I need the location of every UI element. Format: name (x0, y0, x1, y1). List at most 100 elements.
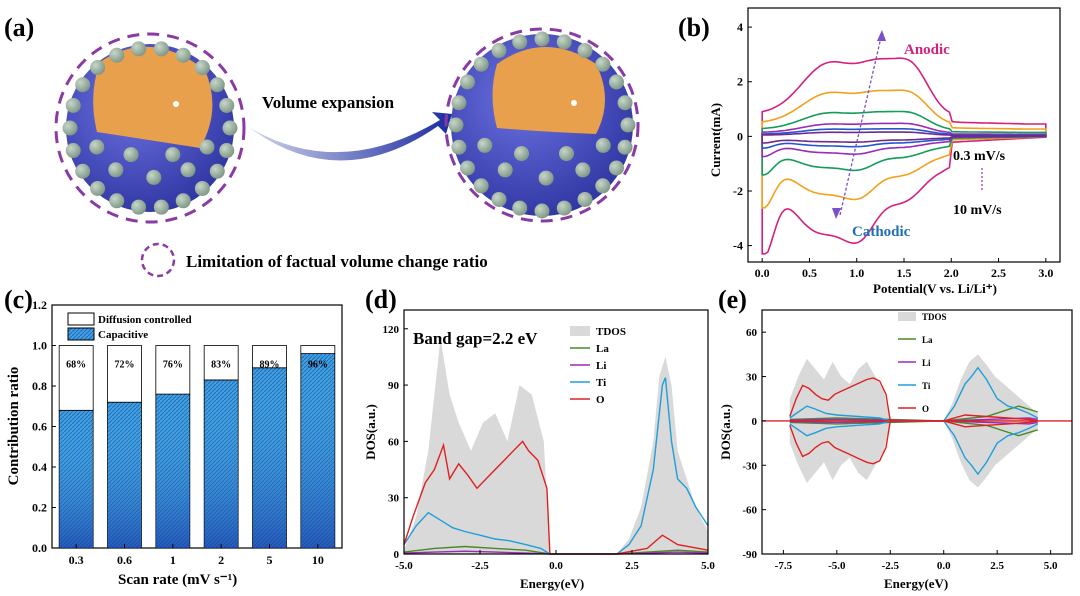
x-tick-label: 10 (312, 553, 324, 567)
shell-dot (108, 162, 124, 178)
plot-e-xlabel: Energy(eV) (884, 576, 948, 591)
capacitive-bar-shade (107, 402, 142, 548)
plot-e-curves (762, 354, 1072, 488)
sphere-after (444, 27, 640, 223)
shell-dot (559, 146, 575, 162)
legend-diffusion-text: Diffusion controlled (98, 314, 192, 326)
shell-dot (473, 178, 489, 194)
shell-dot (65, 97, 81, 113)
y-tick-label: 1.0 (32, 339, 47, 353)
plot-d-title: Band gap=2.2 eV (413, 329, 538, 348)
x-tick-label: 2.5 (625, 560, 639, 572)
tdos-area-down (789, 420, 1038, 488)
capacitive-bar-shade (204, 379, 239, 548)
x-tick-label: -2.5 (471, 560, 489, 572)
plot-b-ylabel: Current(mA) (708, 103, 723, 177)
x-tick-label: 2.5 (991, 266, 1006, 280)
x-tick-label: -2.5 (882, 560, 900, 572)
shell-dot (512, 200, 528, 216)
x-tick-label: 2.5 (990, 560, 1004, 572)
x-tick-label: 2 (218, 553, 224, 567)
shell-dot (90, 60, 106, 76)
x-tick-label: -7.5 (775, 560, 793, 572)
plot-e-frame (761, 309, 1073, 555)
percent-label: 76% (163, 360, 183, 371)
shell-dot (577, 43, 593, 59)
x-tick-label: 1 (170, 553, 176, 567)
shell-dot (595, 137, 611, 153)
shell-dot (538, 170, 554, 186)
shell-dot (219, 97, 235, 113)
plot-e-axes: -7.5 -5.0 -2.5 0.0 2.5 5.0 -90 -60 -30 0 30 60 (742, 327, 1058, 572)
sphere-before (54, 32, 246, 224)
plot-c-frame (51, 304, 343, 549)
shell-dot (608, 160, 624, 176)
y-tick-label: 30 (746, 372, 758, 384)
shell-dot (75, 163, 91, 179)
percent-label: 68% (66, 360, 86, 371)
panel-c: (c) 0.0 0.2 0.4 0.6 0.8 1.0 1.2 68% 0.3 72% 0.6 76… (4, 285, 343, 588)
dos-line-ti-down (789, 420, 1039, 476)
y-tick-label: 0.2 (32, 501, 47, 515)
plot-d-xlabel: Energy(eV) (520, 576, 584, 591)
rate-high-label: 10 mV/s (953, 203, 1002, 218)
legend-label: O (922, 404, 929, 414)
plot-c-axes: 0.0 0.2 0.4 0.6 0.8 1.0 1.2 (32, 298, 56, 555)
legend-swatch-tdos (570, 326, 590, 336)
core-center-left (173, 101, 179, 107)
shell-dot (219, 143, 235, 159)
shell-dot (577, 191, 593, 207)
diffusion-bar (58, 345, 94, 411)
shell-dot (175, 47, 191, 63)
panel-e: (e) -7.5 -5.0 -2.5 0.0 2.5 5.0-90-60-3003060 … (718, 285, 1073, 591)
expansion-arrow: Volume expansion (250, 93, 452, 161)
legend-label: TDOS (922, 312, 947, 322)
x-tick-label: 2.0 (944, 266, 959, 280)
legend-capacitive-text: Capacitive (98, 329, 148, 341)
cv-curve (761, 131, 1047, 144)
shell-dot (575, 162, 591, 178)
y-tick-label: 0 (752, 416, 758, 428)
plot-d-legend: TDOS La Li Ti O (570, 326, 626, 406)
diffusion-bar (300, 345, 336, 355)
y-tick-label: 120 (383, 324, 400, 336)
shell-dot (512, 34, 528, 50)
shell-dot (608, 74, 624, 90)
shell-dot (595, 178, 611, 194)
rate-low-label: 0.3 mV/s (953, 149, 1006, 164)
legend-diffusion-swatch (67, 312, 95, 326)
plot-e-ylabel: DOS(a.u.) (718, 404, 733, 460)
shell-dot (90, 180, 106, 196)
capacitive-bar-shade (59, 410, 94, 548)
legend-dashed-circle (140, 242, 176, 278)
plot-b-xlabel: Potential(V vs. Li/Li⁺) (873, 281, 997, 296)
panel-c-label: (c) (4, 285, 33, 314)
x-tick-label: 5.0 (1044, 560, 1058, 572)
y-tick-label: 90 (388, 380, 400, 392)
plot-b-curves (761, 57, 1047, 255)
dashed-limit-circle-left (54, 32, 246, 224)
shell-dot (89, 139, 105, 155)
shell-dot (75, 77, 91, 93)
y-tick-label: 30 (388, 493, 400, 505)
shell-dot (491, 191, 507, 207)
shell-dot (514, 146, 530, 162)
trend-arrow-down (832, 208, 841, 219)
y-tick-label: 0.8 (32, 379, 47, 393)
legend-label: O (596, 394, 605, 406)
shell-dot (451, 139, 467, 155)
percent-label: 96% (308, 360, 328, 371)
x-tick-label: 5.0 (701, 560, 715, 572)
shell-dots-right (448, 31, 636, 219)
shell-dot (556, 200, 572, 216)
legend-capacitive-swatch (67, 327, 95, 341)
arrow-shape (250, 112, 452, 161)
y-tick-label: 0.6 (32, 420, 47, 434)
shell-dot (109, 193, 125, 209)
shell-dot (62, 120, 78, 136)
dos-line-o-down (789, 420, 1038, 465)
shell-dot (209, 163, 225, 179)
shell-dot (534, 203, 550, 219)
y-tick-label: -90 (742, 549, 757, 561)
